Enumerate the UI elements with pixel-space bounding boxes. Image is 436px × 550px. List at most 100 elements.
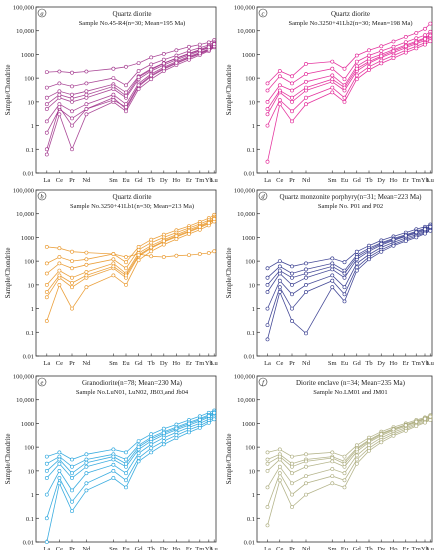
data-point: [330, 264, 335, 269]
data-point: [149, 73, 154, 78]
data-point: [57, 81, 62, 86]
x-tick-label: Gd: [135, 360, 144, 367]
data-point: [84, 270, 89, 274]
y-tick-label: 0.1: [26, 516, 34, 523]
series-line: [46, 417, 215, 519]
y-tick-label: 0.01: [244, 171, 255, 178]
data-point: [174, 237, 179, 242]
data-point: [44, 70, 49, 75]
data-point: [423, 37, 427, 41]
data-point: [428, 33, 433, 38]
data-point: [277, 454, 282, 459]
x-tick-label: Sm: [109, 177, 118, 184]
panel-b: 0.01 0.1 1 10 100 1000 10,000 100,000 Sample/Cho…: [4, 188, 219, 368]
y-tick-label: 100,000: [234, 5, 255, 12]
data-point: [70, 96, 74, 101]
data-point: [290, 275, 294, 280]
panel-subtitle: Sample No.LuN01, LuN02, JB03,and Jb04: [76, 389, 189, 396]
data-point: [111, 454, 116, 459]
data-point: [70, 275, 74, 280]
x-tick-label: La: [43, 546, 50, 550]
series-line: [46, 214, 215, 264]
data-point: [212, 249, 217, 254]
x-tick-label: Tm: [195, 177, 204, 184]
data-point: [44, 282, 49, 287]
data-point: [174, 56, 179, 61]
y-axis-label: Sample/Chondrite: [225, 248, 233, 299]
data-point: [414, 235, 419, 240]
panel-letter: c: [262, 10, 265, 17]
data-point: [423, 231, 427, 236]
data-point: [111, 98, 116, 102]
data-point: [174, 234, 179, 238]
data-point: [57, 468, 62, 473]
data-point: [84, 464, 89, 469]
data-point: [149, 62, 154, 67]
x-tick-label: Pr: [69, 360, 76, 367]
data-point: [265, 485, 270, 490]
data-point: [206, 45, 211, 50]
data-point: [342, 454, 347, 459]
data-point: [290, 319, 294, 323]
data-point: [111, 84, 116, 89]
data-point: [277, 74, 282, 79]
series-line: [46, 418, 215, 543]
data-point: [187, 421, 191, 426]
panel-letter: d: [261, 193, 265, 200]
data-point: [354, 461, 359, 466]
data-point: [149, 437, 154, 441]
series-line: [46, 46, 215, 155]
data-point: [354, 457, 359, 462]
data-point: [149, 55, 154, 60]
panel-letter-badge: [37, 377, 47, 387]
data-point: [265, 523, 270, 528]
data-point: [70, 147, 74, 152]
data-point: [84, 107, 89, 111]
x-tick-label: Dy: [160, 177, 169, 184]
data-point: [44, 295, 49, 300]
data-point: [84, 481, 89, 486]
x-tick-label: Nd: [302, 177, 311, 184]
data-point: [70, 464, 74, 469]
data-point: [330, 90, 335, 95]
data-point: [70, 306, 74, 311]
data-point: [70, 509, 74, 514]
y-tick-label: 10: [28, 99, 35, 106]
x-tick-label: Gd: [353, 177, 362, 184]
data-point: [290, 74, 294, 79]
x-tick-label: Ho: [390, 360, 398, 367]
data-point: [304, 79, 308, 84]
data-point: [44, 244, 49, 249]
panel-f: 0.01 0.1 1 10 100 1000 10,000 100,000 Sample/Cho…: [225, 374, 435, 550]
x-tick-label: Sm: [109, 546, 118, 550]
data-point: [161, 442, 166, 447]
data-point: [161, 61, 166, 66]
data-point: [124, 255, 128, 259]
panel-title: Diorite enclave (n=34; Mean=235 Ma): [296, 379, 406, 387]
data-point: [367, 439, 371, 444]
y-tick-label: 100,000: [13, 5, 34, 12]
data-point: [290, 271, 294, 276]
series-line: [46, 45, 215, 150]
data-point: [149, 77, 154, 82]
data-point: [111, 447, 116, 452]
x-tick-label: Ce: [276, 546, 283, 550]
data-point: [428, 224, 433, 229]
series-line: [46, 218, 215, 293]
data-point: [111, 468, 116, 473]
x-tick-label: Dy: [160, 546, 169, 550]
data-point: [70, 285, 74, 290]
data-point: [290, 505, 294, 509]
panel-letter: a: [40, 10, 43, 17]
y-axis-label: Sample/Chondrite: [225, 434, 233, 485]
series-line: [46, 413, 215, 479]
y-axis-label: Sample/Chondrite: [4, 434, 12, 485]
data-point: [124, 273, 128, 278]
data-point: [277, 268, 282, 273]
data-point: [330, 285, 335, 290]
data-point: [161, 439, 166, 444]
x-tick-label: Ho: [390, 177, 398, 184]
data-point: [330, 273, 335, 278]
data-point: [265, 290, 270, 294]
